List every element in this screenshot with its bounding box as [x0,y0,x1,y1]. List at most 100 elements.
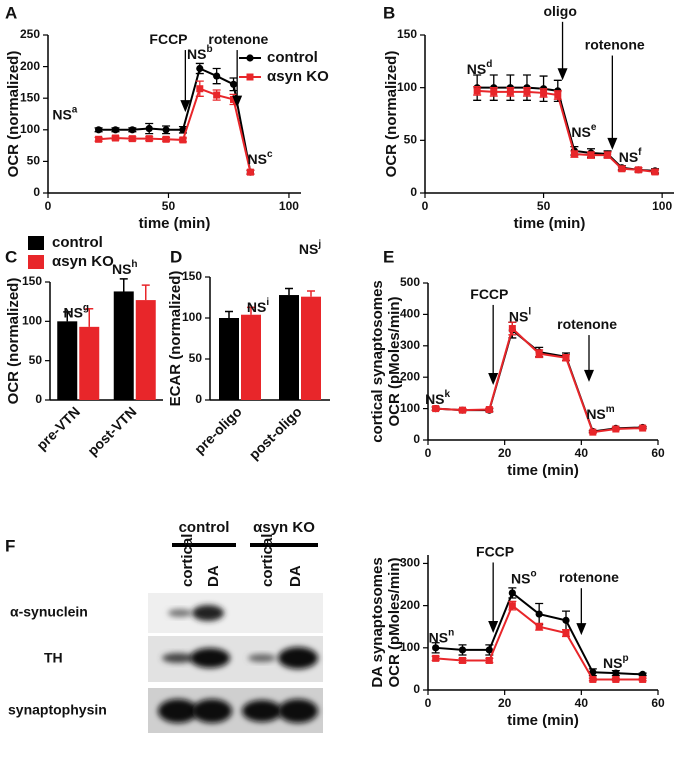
annotation-text: NS [63,304,82,320]
group-label: αsyn KO [253,519,315,536]
marker [634,166,642,174]
x-tick-label: 0 [425,446,432,460]
y-tick-label: 100 [22,314,42,328]
x-tick-label: post-oligo [246,403,305,462]
y-axis-label: OCR (pMoles/min) [386,557,403,687]
y-axis-label: OCR (normalized) [383,51,400,178]
x-tick-label: 50 [162,199,176,213]
bar [57,321,78,400]
annotation: rotenone [559,569,619,585]
marker [508,602,516,610]
y-tick-label: 150 [397,27,417,41]
arrow-head [488,373,499,386]
marker [111,126,120,134]
marker [562,629,570,637]
arrow-head [488,621,499,634]
annotation: NSj [299,239,321,257]
y-tick-label: 50 [404,133,418,147]
x-axis-label: time (min) [507,712,579,729]
marker [612,669,620,677]
x-tick-label: post-VTN [84,403,139,458]
annotation-sup: f [638,147,642,158]
annotation-sup: i [266,297,269,308]
annotation: rotenone [208,31,268,47]
marker [651,168,659,176]
marker [612,675,620,683]
annotation: FCCP [476,543,514,559]
panel-letter: D [170,247,182,266]
y-axis-label: cortical synaptosomes [369,280,386,443]
marker [535,350,543,358]
marker [432,405,440,413]
marker [162,135,170,143]
marker [535,610,543,618]
legend-label: αsyn KO [52,253,114,270]
x-tick-label: 20 [498,446,512,460]
group-label: control [179,519,230,536]
error-bar [307,290,315,297]
marker [162,126,170,134]
annotation-text: NS [52,106,71,122]
annotation: FCCP [149,31,187,47]
arrow-head [557,68,568,81]
marker [95,135,103,143]
y-axis-label: DA synaptosomes [369,557,386,687]
y-axis-label: OCR (normalized) [5,278,22,405]
annotation: NSp [603,653,629,671]
annotation: FCCP [470,286,508,302]
y-tick-label: 100 [182,310,202,324]
marker [589,675,597,683]
row-label: TH [44,650,63,666]
annotation-text: FCCP [149,31,187,47]
y-tick-label: 0 [410,185,417,199]
legend-swatch [28,255,44,269]
annotation-text: FCCP [470,286,508,302]
x-tick-label: 50 [537,199,551,213]
lane-label: DA [205,565,222,587]
y-tick-label: 50 [29,353,43,367]
annotation: NSo [511,569,537,587]
annotation-sup: k [445,389,451,400]
y-tick-label: 0 [195,392,202,406]
x-tick-label: 60 [651,446,665,460]
lane-label: DA [287,565,304,587]
annotation-sup: a [72,104,78,115]
marker [508,325,516,333]
marker [485,406,493,414]
annotation: NSl [509,307,531,325]
y-tick-label: 50 [189,351,203,365]
marker [229,80,238,88]
panel-letter: A [5,3,17,22]
marker [639,675,647,683]
annotation-sup: p [623,653,629,664]
marker [604,151,612,159]
marker [535,623,543,631]
annotation: NSi [247,297,269,315]
marker [145,135,153,143]
marker [179,136,187,144]
marker [540,89,548,97]
annotation-text: NS [619,149,638,165]
annotation-sup: o [531,569,537,580]
annotation-sup: h [131,259,137,270]
error-bar [285,287,293,296]
annotation-sup: j [317,239,321,250]
marker [459,656,466,664]
arrow-head [576,623,587,636]
annotation-sup: l [528,307,531,318]
x-tick-label: 60 [651,696,665,710]
annotation-text: oligo [543,3,576,19]
legend-marker [246,54,254,62]
y-tick-label: 300 [400,338,420,352]
arrow-head [584,369,594,382]
marker [562,354,570,362]
legend-marker [246,73,254,81]
bar [279,295,299,400]
annotation-text: NS [247,299,266,315]
row-label: α-synuclein [10,604,88,620]
y-axis-label: OCR (normalized) [5,51,22,178]
panel-letter: B [383,3,395,22]
